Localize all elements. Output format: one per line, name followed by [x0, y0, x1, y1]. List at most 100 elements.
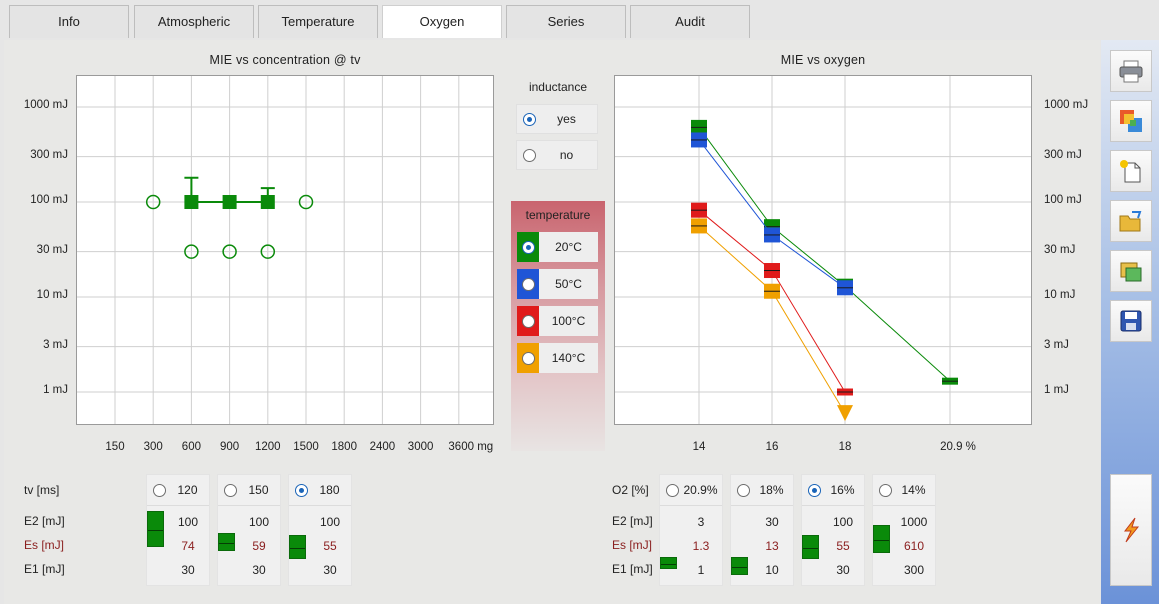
o2-column-1[interactable]: 18% 30 13 10: [730, 474, 794, 586]
o2-e1-value-0: 1: [697, 563, 705, 577]
tv-column-1[interactable]: 150 100 59 30: [217, 474, 281, 586]
o2-column-0[interactable]: 20.9% 3 1.3 1: [659, 474, 723, 586]
tv-e1-value-0: 30: [181, 563, 195, 577]
o2-e2-value-2: 100: [832, 515, 854, 529]
right-series-0-line: [698, 127, 951, 382]
new-document-button[interactable]: [1110, 150, 1152, 192]
right-x-tick-2: 18: [838, 441, 852, 453]
tv-column-head-2[interactable]: 180: [289, 475, 351, 506]
print-button[interactable]: [1110, 50, 1152, 92]
o2-range-bar-mid-2: [803, 548, 818, 549]
right-y-tick-0: 1000 mJ: [1044, 99, 1089, 111]
tv-head-label-1: 150: [248, 483, 269, 497]
tab-info[interactable]: Info: [9, 5, 129, 38]
tv-column-head-0[interactable]: 120: [147, 475, 209, 506]
temp-50-option[interactable]: 50°C: [539, 269, 598, 299]
tv-header-label: tv [ms]: [24, 483, 60, 497]
right-y-tick-2: 100 mJ: [1044, 194, 1082, 206]
left-circle-point-1: [298, 194, 314, 210]
tab-temperature[interactable]: Temperature: [258, 5, 378, 38]
o2-range-bar-3: [873, 525, 890, 553]
ignition-icon: [1123, 517, 1140, 543]
temp-100-option[interactable]: 100°C: [539, 306, 598, 336]
o2-head-label-0: 20.9%: [683, 483, 718, 497]
temp-140-option[interactable]: 140°C: [539, 343, 598, 373]
right-y-tick-3: 30 mJ: [1044, 243, 1076, 256]
right-toolbar: [1101, 40, 1159, 604]
left-chart-plot: [76, 75, 494, 425]
left-y-tick-6: 1 mJ: [43, 384, 68, 396]
ignition-button[interactable]: [1110, 474, 1152, 586]
inductance-yes-label: yes: [557, 112, 576, 126]
tv-e2-value-2: 100: [319, 515, 341, 529]
right-chart-plot: [614, 75, 1032, 425]
tv-radio-0[interactable]: [153, 483, 166, 497]
o2-column-head-3[interactable]: 14%: [873, 475, 935, 506]
temp-100-radio[interactable]: [521, 314, 535, 328]
left-y-tick-1: 300 mJ: [30, 148, 68, 161]
save-button[interactable]: [1110, 300, 1152, 342]
tab-atmospheric[interactable]: Atmospheric: [134, 5, 254, 38]
left-circle-point-4: [260, 244, 276, 259]
o2-e1-value-1: 10: [765, 563, 779, 577]
o2-head-label-1: 18%: [759, 483, 784, 497]
o2-radio-0[interactable]: [666, 483, 679, 497]
left-circle-point-0: [145, 194, 161, 210]
inductance-no-radio[interactable]: [523, 148, 536, 162]
tv-range-bar-0: [147, 511, 164, 547]
o2-e2-label: E2 [mJ]: [612, 514, 653, 528]
right-y-tick-6: 1 mJ: [1044, 384, 1069, 396]
tv-column-head-1[interactable]: 150: [218, 475, 280, 506]
left-y-tick-5: 3 mJ: [43, 338, 68, 351]
left-x-tick-5: 1500: [293, 441, 319, 453]
o2-column-3[interactable]: 14% 1000 610 300: [872, 474, 936, 586]
chart-export-icon: [1120, 110, 1142, 132]
right-y-tick-5: 3 mJ: [1044, 338, 1069, 351]
temp-50-radio[interactable]: [521, 277, 535, 291]
o2-radio-2[interactable]: [808, 483, 821, 497]
left-y-tick-0: 1000 mJ: [23, 99, 68, 111]
inductance-yes-radio[interactable]: [523, 112, 536, 126]
left-circle-point-3: [222, 244, 237, 259]
o2-es-label: Es [mJ]: [612, 538, 653, 552]
tab-oxygen[interactable]: Oxygen: [382, 5, 502, 38]
o2-column-2[interactable]: 16% 100 55 30: [801, 474, 865, 586]
temp-20-radio[interactable]: [521, 240, 535, 254]
o2-radio-1[interactable]: [737, 483, 750, 497]
o2-header-label: O2 [%]: [612, 483, 649, 497]
left-x-tick-4: 1200: [255, 441, 281, 453]
temp-140-radio[interactable]: [521, 351, 535, 365]
tv-e1-value-2: 30: [323, 563, 337, 577]
o2-range-bar-mid-3: [874, 540, 889, 541]
tab-audit[interactable]: Audit: [630, 5, 750, 38]
chart-export-button[interactable]: [1110, 100, 1152, 142]
tv-e2-label: E2 [mJ]: [24, 514, 65, 528]
inductance-no-option[interactable]: no: [516, 140, 598, 170]
tab-bar: Info Atmospheric Temperature Oxygen Seri…: [0, 0, 1100, 40]
open-folder-button[interactable]: [1110, 200, 1152, 242]
tv-radio-1[interactable]: [224, 483, 237, 497]
tv-e2-value-1: 100: [248, 515, 270, 529]
tv-radio-2[interactable]: [295, 483, 308, 497]
o2-radio-3[interactable]: [879, 483, 892, 497]
inductance-yes-option[interactable]: yes: [516, 104, 598, 134]
tv-column-0[interactable]: 120 100 74 30: [146, 474, 210, 586]
tv-column-2[interactable]: 180 100 55 30: [288, 474, 352, 586]
inductance-label: inductance: [528, 80, 588, 94]
left-x-tick-0: 150: [105, 441, 125, 453]
o2-column-head-1[interactable]: 18%: [731, 475, 793, 506]
temp-20-option[interactable]: 20°C: [539, 232, 598, 262]
o2-column-head-2[interactable]: 16%: [802, 475, 864, 506]
image-export-button[interactable]: [1110, 250, 1152, 292]
left-square-point-1: [222, 195, 237, 209]
right-y-tick-1: 300 mJ: [1044, 148, 1082, 161]
o2-e2-value-3: 1000: [900, 515, 928, 529]
temp-100-swatch: [517, 306, 539, 336]
right-chart-svg: [615, 76, 1031, 424]
tv-e1-value-1: 30: [252, 563, 266, 577]
inductance-no-label: no: [559, 148, 574, 162]
tv-range-bar-2: [289, 535, 306, 559]
tv-es-value-0: 74: [181, 539, 195, 553]
o2-column-head-0[interactable]: 20.9%: [660, 475, 722, 506]
tab-series[interactable]: Series: [506, 5, 626, 38]
